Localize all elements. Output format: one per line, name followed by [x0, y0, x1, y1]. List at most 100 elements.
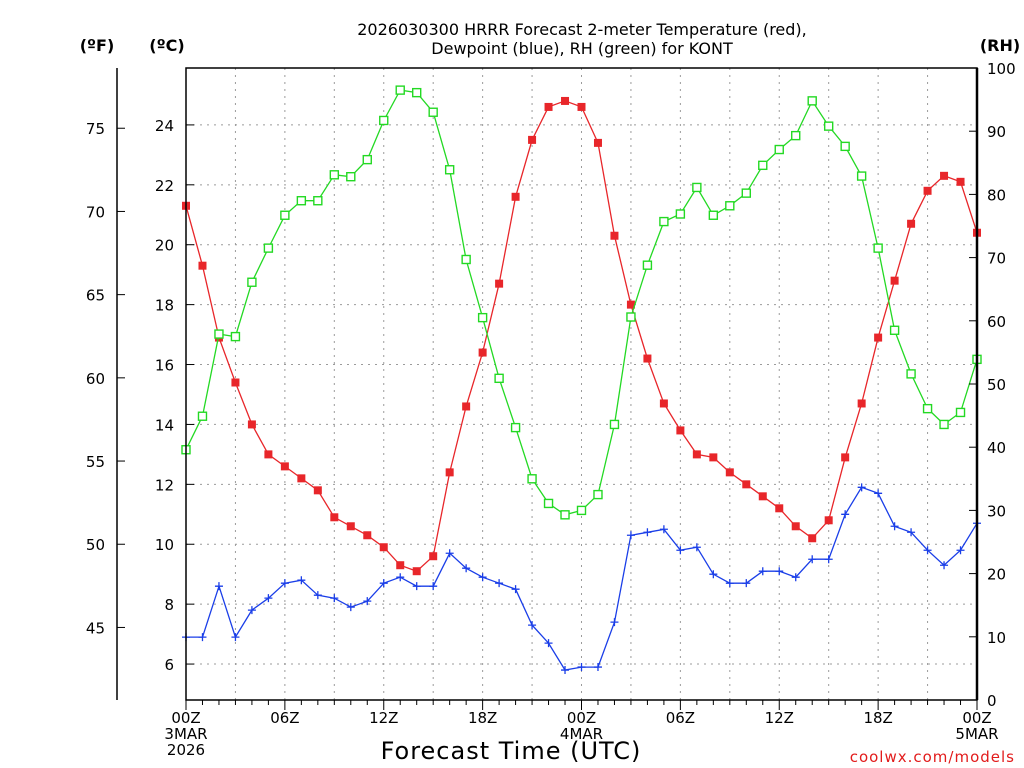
rh-point	[922, 403, 933, 414]
x-tick-label: 3MAR	[164, 725, 207, 743]
temperature-point	[462, 402, 471, 411]
temperature-point	[561, 96, 570, 105]
temperature-point	[841, 453, 850, 462]
rh-point	[494, 373, 504, 384]
temperature-point	[923, 186, 932, 195]
rh-point	[955, 407, 966, 418]
temperature-point	[874, 333, 883, 342]
rh-point	[247, 277, 257, 287]
temperature-point	[577, 102, 586, 111]
temperature-point	[890, 276, 899, 285]
rh-point	[329, 170, 340, 180]
rh-tick-label: 70	[987, 250, 1006, 268]
celsius-tick-label: 16	[155, 357, 174, 375]
rh-point	[725, 201, 735, 211]
celsius-tick-label: 20	[155, 237, 174, 255]
fahrenheit-tick-label: 60	[86, 370, 105, 388]
rh-tick-label: 10	[987, 629, 1006, 647]
dewpoint-point	[511, 585, 520, 594]
grid-layer	[186, 68, 977, 700]
rh-point	[840, 141, 850, 152]
dewpoint-point	[857, 483, 866, 492]
rh-tick-label: 80	[987, 186, 1006, 204]
x-tick-label: 00Z	[962, 709, 991, 727]
rh-point	[692, 182, 702, 193]
temperature-point	[445, 468, 454, 477]
rh-tick-label: 0	[987, 692, 997, 710]
rh-point	[346, 172, 356, 182]
temperature-point	[280, 462, 289, 471]
x-tick-label: 06Z	[270, 709, 299, 727]
temperature-point	[940, 171, 949, 180]
temperature-point	[692, 450, 701, 459]
temperature-point	[610, 231, 619, 240]
temperature-point	[775, 504, 784, 513]
dewpoint-point	[231, 633, 240, 642]
dewpoint-point	[758, 567, 767, 576]
x-tick-label: 12Z	[765, 709, 794, 727]
rh-point	[856, 171, 867, 181]
temperature-point	[478, 348, 487, 357]
axes-layer	[116, 67, 979, 710]
temperature-point	[824, 516, 833, 525]
temperature-point	[379, 543, 388, 552]
x-tick-label: 00Z	[171, 709, 200, 727]
dewpoint-point	[610, 618, 619, 627]
dewpoint-point	[643, 528, 652, 537]
fahrenheit-tick-label: 50	[86, 536, 105, 554]
rh-point	[609, 419, 620, 430]
rh-point	[939, 419, 949, 430]
rh-point	[642, 260, 653, 270]
temperature-point	[363, 531, 372, 540]
rh-point	[791, 130, 801, 141]
dewpoint-point	[956, 546, 965, 555]
rh-point	[477, 312, 488, 323]
dewpoint-point	[676, 546, 685, 555]
rh-point	[444, 165, 455, 175]
temperature-point	[676, 426, 685, 435]
dewpoint-point	[577, 663, 586, 672]
x-tick-label: 06Z	[666, 709, 695, 727]
temperature-point	[396, 561, 405, 570]
fahrenheit-unit-label: (ºF)	[80, 36, 115, 55]
x-axis-label: Forecast Time (UTC)	[381, 737, 642, 765]
rh-point	[823, 121, 834, 131]
rh-point	[230, 331, 241, 342]
dewpoint-point	[709, 570, 718, 579]
dewpoint-point	[626, 531, 635, 540]
rh-point	[873, 243, 883, 253]
dewpoint-point	[841, 510, 850, 519]
temperature-point	[626, 300, 635, 309]
rh-point	[906, 369, 916, 379]
dewpoint-point	[593, 663, 602, 672]
chart-title-line-1: 2026030300 HRRR Forecast 2-meter Tempera…	[357, 20, 807, 39]
fahrenheit-tick-label: 45	[86, 619, 105, 637]
x-tick-label: 4MAR	[560, 725, 603, 743]
temperature-point	[313, 486, 322, 495]
rh-point	[708, 210, 719, 220]
celsius-tick-label: 22	[155, 177, 174, 195]
temperature-point	[528, 135, 537, 144]
rh-tick-label: 60	[987, 313, 1006, 331]
dewpoint-point	[742, 579, 751, 588]
dewpoint-point	[297, 576, 306, 585]
temperature-point	[198, 261, 207, 270]
x-tick-label: 5MAR	[955, 725, 998, 743]
dewpoint-point	[907, 528, 916, 537]
dewpoint-point	[462, 564, 471, 573]
dewpoint-point	[346, 603, 355, 612]
rh-point	[527, 474, 537, 484]
temperature-point	[808, 534, 817, 543]
temperature-point	[231, 378, 240, 387]
temperature-point	[857, 399, 866, 408]
temperature-point	[643, 354, 652, 363]
dewpoint-point	[198, 633, 207, 642]
dewpoint-point	[412, 582, 421, 591]
rh-point	[461, 254, 471, 265]
dewpoint-point	[445, 549, 454, 558]
rh-point	[659, 216, 669, 227]
rh-point	[296, 196, 307, 206]
fahrenheit-tick-label: 75	[86, 120, 105, 138]
dewpoint-point	[923, 546, 932, 555]
